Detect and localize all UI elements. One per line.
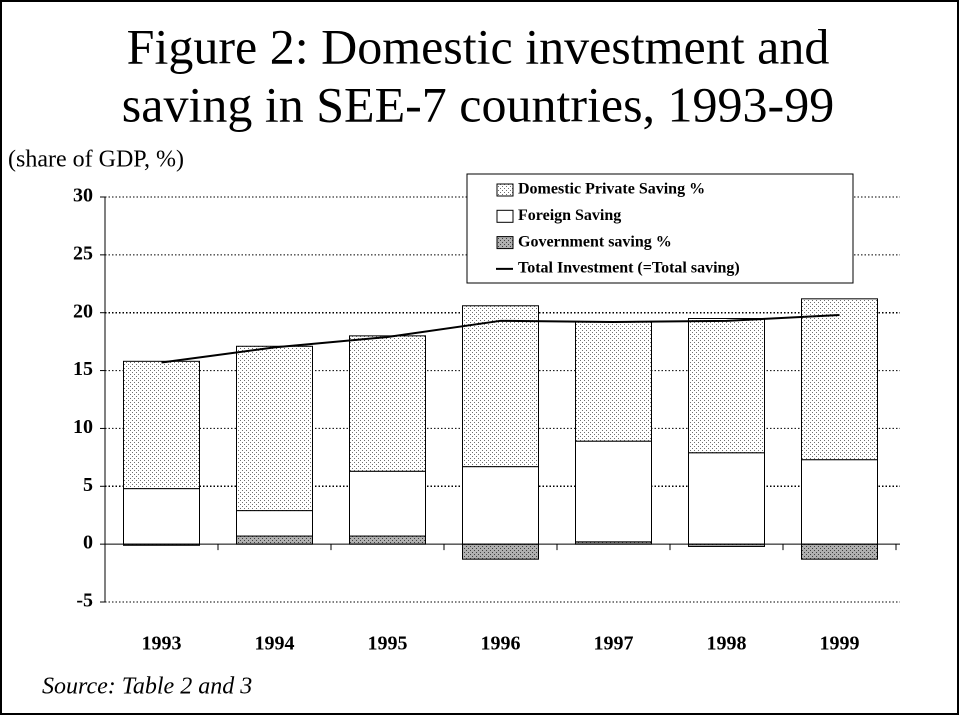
x-tick-label: 1993 <box>142 633 182 655</box>
bar-segment <box>236 510 313 537</box>
bar-segment <box>349 335 426 472</box>
bar-segment <box>801 459 878 545</box>
bar-segment <box>575 321 652 442</box>
bar-segment <box>801 298 878 461</box>
line <box>161 314 840 364</box>
x-tick-label: 1999 <box>820 633 860 655</box>
x-tick-label: 1994 <box>255 633 295 655</box>
bar-segment <box>349 470 426 537</box>
x-tick-label: 1998 <box>707 633 747 655</box>
x-tick-label: 1997 <box>594 633 634 655</box>
legend-label: Domestic Private Saving % <box>518 181 705 198</box>
x-tick-label: 1995 <box>368 633 408 655</box>
bar-segment <box>688 452 765 545</box>
bar-segment <box>575 440 652 543</box>
y-axis-label: (share of GDP, %) <box>8 147 184 173</box>
bar-segment <box>236 535 313 545</box>
y-tick-label: 30 <box>73 185 93 207</box>
legend-box <box>466 173 854 284</box>
bar-segment <box>462 466 539 545</box>
y-tick-label: 20 <box>73 300 93 322</box>
bar-segment <box>236 345 313 512</box>
bar-segment <box>801 543 878 560</box>
y-tick-label: -5 <box>76 590 93 612</box>
bar-segment <box>462 305 539 468</box>
y-tick-label: 25 <box>73 242 93 264</box>
y-tick-label: 5 <box>83 474 93 496</box>
y-tick-label: 0 <box>83 532 93 554</box>
legend-swatch <box>496 236 514 250</box>
legend-label: Total Investment (=Total saving) <box>518 260 740 277</box>
y-tick-label: 10 <box>73 416 93 438</box>
source: Source: Table 2 and 3 <box>42 674 252 700</box>
bar-segment <box>123 360 200 490</box>
chart-title: saving in SEE-7 countries, 1993-99 <box>122 76 834 132</box>
bar-segment <box>688 318 765 454</box>
bar-segment <box>123 488 200 545</box>
legend-label: Foreign Saving <box>518 207 621 224</box>
x-tick-label: 1996 <box>481 633 521 655</box>
chart-title: Figure 2: Domestic investment and <box>127 18 830 74</box>
y-tick-label: 15 <box>73 358 93 380</box>
bar-segment <box>349 535 426 545</box>
bar-segment <box>462 543 539 560</box>
legend-swatch <box>496 183 514 197</box>
legend-swatch <box>496 209 514 223</box>
legend-label: Government saving % <box>518 233 672 250</box>
